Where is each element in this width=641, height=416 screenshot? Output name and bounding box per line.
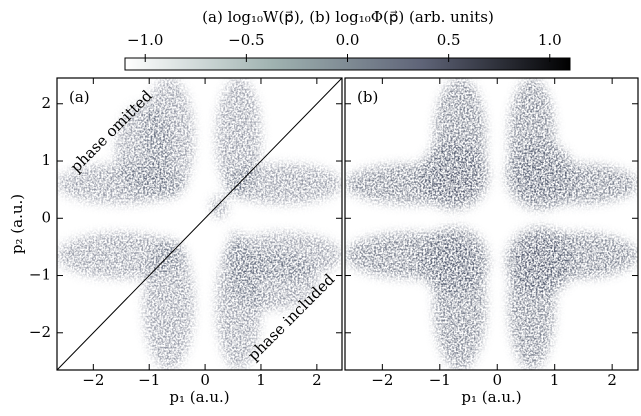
colorbar-tick-label: 0.5 [437, 31, 461, 49]
colorbar-tick-label: 1.0 [538, 31, 562, 49]
x-tick-label: −1 [138, 371, 160, 389]
x-axis-label: p₁ (a.u.) [461, 388, 521, 406]
x-tick-label: −2 [371, 371, 393, 389]
density-blob [428, 149, 481, 202]
x-tick-label: −1 [429, 371, 451, 389]
density-blob [115, 103, 172, 196]
y-tick-label: 2 [41, 94, 51, 112]
y-axis-label: p₂ (a.u.) [8, 194, 26, 254]
colorbar-tick-label: 0.0 [336, 31, 360, 49]
x-tick-label: 2 [312, 371, 322, 389]
colorbar-tick-label: −0.5 [228, 31, 264, 49]
density-blob [227, 252, 317, 310]
y-tick-label: −2 [29, 323, 51, 341]
density-blob [57, 232, 186, 279]
axes-frame [56, 77, 343, 371]
x-tick-label: 0 [200, 371, 210, 389]
density-blob [229, 231, 243, 246]
x-tick-label: 1 [256, 371, 266, 389]
density-map [57, 78, 342, 370]
density-blob [210, 195, 228, 219]
y-tick-label: −1 [29, 266, 51, 284]
y-tick-label: 1 [41, 151, 51, 169]
y-tick-label: 0 [41, 208, 51, 226]
x-axis-label: p₁ (a.u.) [169, 388, 229, 406]
x-tick-label: 0 [492, 371, 502, 389]
panel-label: (b) [357, 88, 378, 106]
density-map [345, 78, 638, 370]
density-blob [514, 235, 567, 287]
density-blob [419, 226, 489, 296]
density-blob [505, 140, 575, 210]
x-tick-label: 1 [550, 371, 560, 389]
x-tick-label: −2 [82, 371, 104, 389]
axes-frame [344, 77, 639, 371]
density-blob [224, 163, 342, 204]
panel-label: (a) [69, 88, 90, 106]
diagonal [56, 77, 343, 371]
colorbar-tick-label: −1.0 [127, 31, 163, 49]
colorbar-label: (a) log₁₀W(p⃗), (b) log₁₀Φ(p⃗) (arb. uni… [202, 8, 494, 26]
x-tick-label: 2 [607, 371, 617, 389]
